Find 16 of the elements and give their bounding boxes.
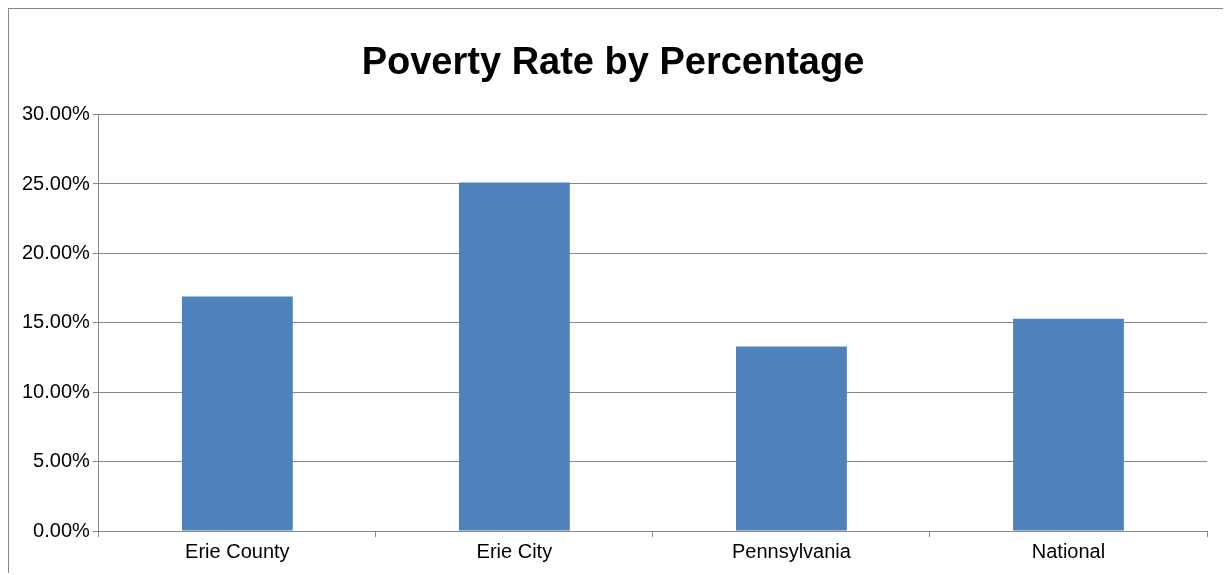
y-tick-label: 30.00% xyxy=(21,102,91,125)
bar xyxy=(736,346,847,531)
x-tick-label: Pennsylvania xyxy=(731,539,852,562)
x-tick-label: Erie City xyxy=(476,539,553,562)
y-tick-label: 10.00% xyxy=(21,379,91,402)
chart-title: Poverty Rate by Percentage xyxy=(361,40,865,83)
y-tick-label: 25.00% xyxy=(21,171,91,194)
bar xyxy=(1013,318,1124,531)
y-tick-label: 15.00% xyxy=(21,310,91,333)
x-tick-label: National xyxy=(1031,539,1106,562)
x-tick-label: Erie County xyxy=(185,539,290,562)
y-tick-label: 0.00% xyxy=(33,518,91,541)
bar xyxy=(458,182,570,531)
y-tick-label: 5.00% xyxy=(33,449,91,472)
bar xyxy=(181,296,293,531)
y-tick-label: 20.00% xyxy=(21,240,91,263)
